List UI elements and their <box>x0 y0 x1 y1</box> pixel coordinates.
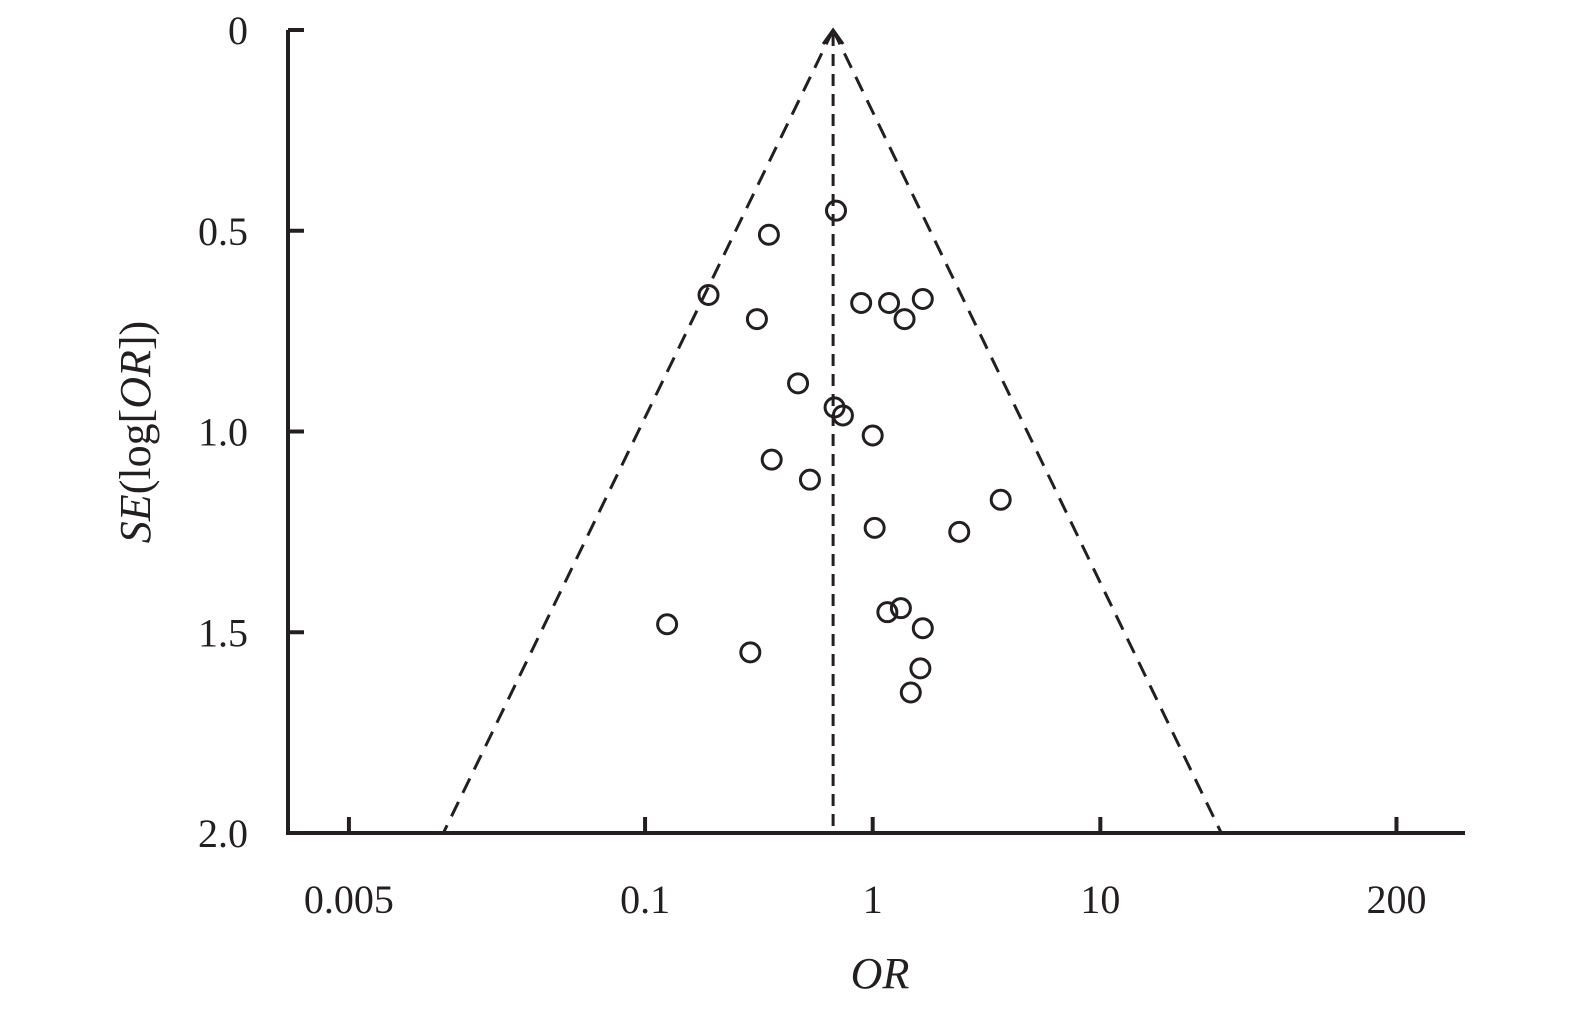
x-tick-label: 10 <box>1080 877 1120 922</box>
x-axis-title: OR <box>851 949 910 998</box>
study-point <box>798 468 821 491</box>
x-tick-label: 0.1 <box>620 877 670 922</box>
study-point <box>989 488 1012 511</box>
study-point <box>911 288 934 311</box>
funnel-left-line <box>442 29 835 834</box>
x-tick-label: 0.005 <box>304 877 394 922</box>
study-point <box>878 292 901 315</box>
study-point <box>697 283 720 306</box>
axes-layer: 0 0.5 1.0 1.5 2.0 0.005 0.1 1 10 200 <box>198 8 1465 922</box>
study-point <box>656 613 679 636</box>
y-axis-title: SE(log[OR]) <box>111 321 160 543</box>
study-point <box>893 308 916 331</box>
study-point <box>760 448 783 471</box>
y-axis-title-se: SE <box>111 494 160 543</box>
x-tick-label: 1 <box>863 877 883 922</box>
study-point <box>825 199 848 222</box>
study-point <box>948 520 971 543</box>
study-point <box>876 601 899 624</box>
study-point <box>850 292 873 315</box>
y-tick-label: 0.5 <box>198 209 248 254</box>
study-point <box>863 516 886 539</box>
y-axis-title-log: (log[ <box>111 409 160 495</box>
study-point <box>745 308 768 331</box>
y-axis-title-close: ]) <box>111 321 160 350</box>
study-point <box>889 597 912 620</box>
y-tick-label: 1.5 <box>198 610 248 655</box>
points-layer <box>656 199 1012 704</box>
study-point <box>787 372 810 395</box>
funnel-right-line <box>831 29 1223 834</box>
study-point <box>757 223 780 246</box>
y-tick-label: 1.0 <box>198 410 248 455</box>
x-tick-label: 200 <box>1366 877 1426 922</box>
pooled-arrowhead <box>821 27 845 45</box>
study-point <box>831 404 854 427</box>
y-axis-title-or: OR <box>111 350 160 409</box>
y-tick-label: 2.0 <box>198 811 248 856</box>
funnel-layer <box>442 27 1223 834</box>
study-point <box>861 424 884 447</box>
study-point <box>739 641 762 664</box>
study-point <box>911 617 934 640</box>
study-point <box>909 657 932 680</box>
y-tick-label: 0 <box>228 8 248 53</box>
study-point <box>899 681 922 704</box>
